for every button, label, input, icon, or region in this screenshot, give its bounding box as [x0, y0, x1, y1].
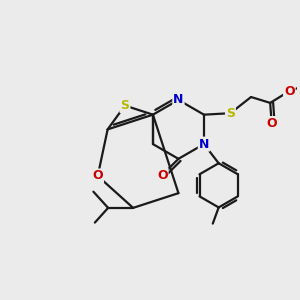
Text: N: N	[199, 138, 209, 151]
Text: S: S	[120, 99, 129, 112]
Text: O: O	[157, 169, 168, 182]
Text: O: O	[92, 169, 103, 182]
Text: S: S	[226, 107, 235, 120]
Text: N: N	[173, 93, 184, 106]
Text: O: O	[266, 117, 277, 130]
Text: O: O	[284, 85, 295, 98]
